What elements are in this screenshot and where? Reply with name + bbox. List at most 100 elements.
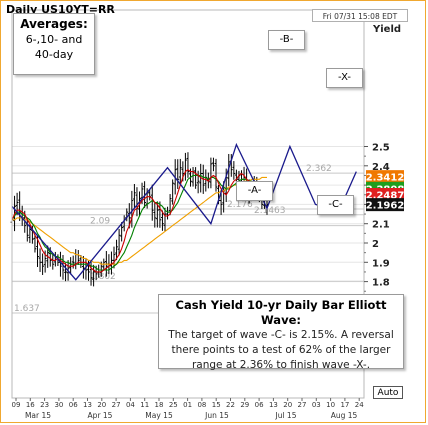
averages-line-2: 40-day: [34, 48, 74, 61]
timestamp: Fri 07/31 15:08 EDT: [312, 9, 408, 22]
ohlc-bar: [194, 167, 197, 189]
x-tick-label: 30: [54, 401, 63, 409]
x-tick-label: 24: [355, 401, 364, 409]
price-tag-label: 2.3412: [366, 173, 405, 184]
x-tick-label: 29: [240, 401, 249, 409]
x-month-label: Apr 15: [88, 411, 113, 420]
ohlc-bar: [171, 179, 175, 205]
x-tick-label: 03: [312, 401, 321, 409]
level-label: 2.176: [227, 200, 253, 210]
y-tick-label: 2.5: [372, 143, 390, 154]
wave-label-c: -C-: [317, 195, 354, 215]
ohlc-bar: [178, 158, 182, 186]
price-tag-bg: [366, 188, 404, 202]
ohlc-bar: [82, 256, 85, 279]
ohlc-bar: [209, 157, 213, 189]
level-label: 2.1463: [254, 206, 286, 216]
ohlc-bar: [115, 239, 118, 261]
averages-line-1: 6-,10- and: [25, 33, 83, 46]
level-label: 1.637: [14, 304, 40, 314]
price-tag: 2.1962: [366, 198, 405, 212]
x-tick-label: 01: [183, 401, 192, 409]
x-tick-label: 20: [283, 401, 292, 409]
wave-label-a: -A-: [236, 181, 273, 201]
x-tick-label: 23: [40, 401, 49, 409]
ohlc-bar: [64, 263, 67, 282]
x-tick-label: 06: [255, 401, 264, 409]
elliott-wave-path: [11, 142, 357, 281]
y-tick-label: 1.9: [372, 258, 390, 269]
x-month-label: Mar 15: [25, 411, 51, 420]
x-tick-label: 22: [226, 401, 235, 409]
gridlines: [12, 146, 364, 283]
auto-scale-button[interactable]: Auto: [373, 386, 403, 399]
y-tick-label: 1.8: [372, 278, 390, 289]
ohlc-bar: [155, 201, 159, 228]
price-tag-label: 2.1962: [366, 201, 405, 212]
ohlc-bar: [196, 170, 200, 194]
ohlc-bar: [232, 161, 236, 180]
x-tick-label: 06: [69, 401, 78, 409]
ohlc-bar: [153, 202, 157, 228]
level-label: 1.802: [90, 272, 116, 282]
commentary-box: Cash Yield 10-yr Daily Bar Elliott Wave:…: [158, 294, 404, 371]
x-tick-label: 10: [326, 401, 335, 409]
ohlc-bar: [133, 184, 136, 208]
x-tick-label: 11: [140, 401, 149, 409]
averages-legend-box: Averages: 6-,10- and 40-day: [13, 13, 95, 75]
x-tick-label: 13: [83, 401, 92, 409]
x-tick-label: 17: [340, 401, 349, 409]
ohlc-bar: [214, 158, 218, 192]
ohlc-bar: [59, 251, 62, 277]
ohlc-bar: [176, 159, 180, 189]
x-tick-label: 25: [169, 401, 178, 409]
x-tick-label: 18: [155, 401, 164, 409]
y-tick-label: 2: [372, 239, 379, 250]
x-tick-label: 15: [212, 401, 221, 409]
chart-title: Daily US10YT=RR: [6, 3, 115, 16]
price-tag-bg: [366, 170, 404, 184]
x-month-label: Jul 15: [275, 411, 297, 420]
price-tag: 2.3412: [366, 170, 405, 184]
commentary-body: The target of wave -C- is 2.15%. A rever…: [168, 329, 394, 371]
commentary-heading: Cash Yield 10-yr Daily Bar Elliott Wave:: [175, 298, 387, 327]
ohlc-bars: [10, 152, 269, 287]
x-tick-label: 04: [126, 401, 135, 409]
ohlc-bar: [36, 235, 39, 268]
wave-label-x: -X-: [326, 68, 363, 88]
ohlc-bar: [143, 181, 146, 208]
price-tag-bg: [366, 198, 404, 212]
y-tick-label: 2.4: [372, 162, 390, 173]
x-tick-label: 13: [269, 401, 278, 409]
x-month-label: Aug 15: [331, 411, 358, 420]
price-tag-label: 2.2487: [366, 191, 405, 202]
ohlc-bar: [117, 229, 121, 256]
ohlc-bar: [186, 152, 190, 178]
ohlc-bar: [120, 222, 124, 242]
ohlc-bar: [33, 234, 37, 253]
level-label: 2.362: [306, 164, 332, 174]
ohlc-bar: [41, 253, 44, 275]
ohlc-bar: [74, 249, 78, 270]
x-month-label: Jun 15: [204, 411, 229, 420]
x-tick-label: 27: [112, 401, 121, 409]
x-tick-label: 16: [26, 401, 35, 409]
ohlc-bar: [150, 184, 154, 221]
wave-label-b: -B-: [268, 30, 305, 50]
ma40-line: [12, 176, 267, 265]
ma6-line: [11, 169, 268, 273]
price-tag: 2.2487: [366, 188, 405, 202]
elliott-wave-line: [11, 142, 357, 281]
ohlc-bar: [38, 248, 42, 272]
ohlc-bar: [184, 152, 187, 181]
x-tick-label: 20: [97, 401, 106, 409]
level-label: 2.09: [90, 217, 110, 227]
y-axis-label: Yield: [372, 24, 401, 35]
ohlc-bar: [135, 187, 139, 217]
ohlc-bar: [61, 254, 65, 280]
x-tick-label: 27: [298, 401, 307, 409]
y-tick-label: 2.1: [372, 220, 390, 231]
